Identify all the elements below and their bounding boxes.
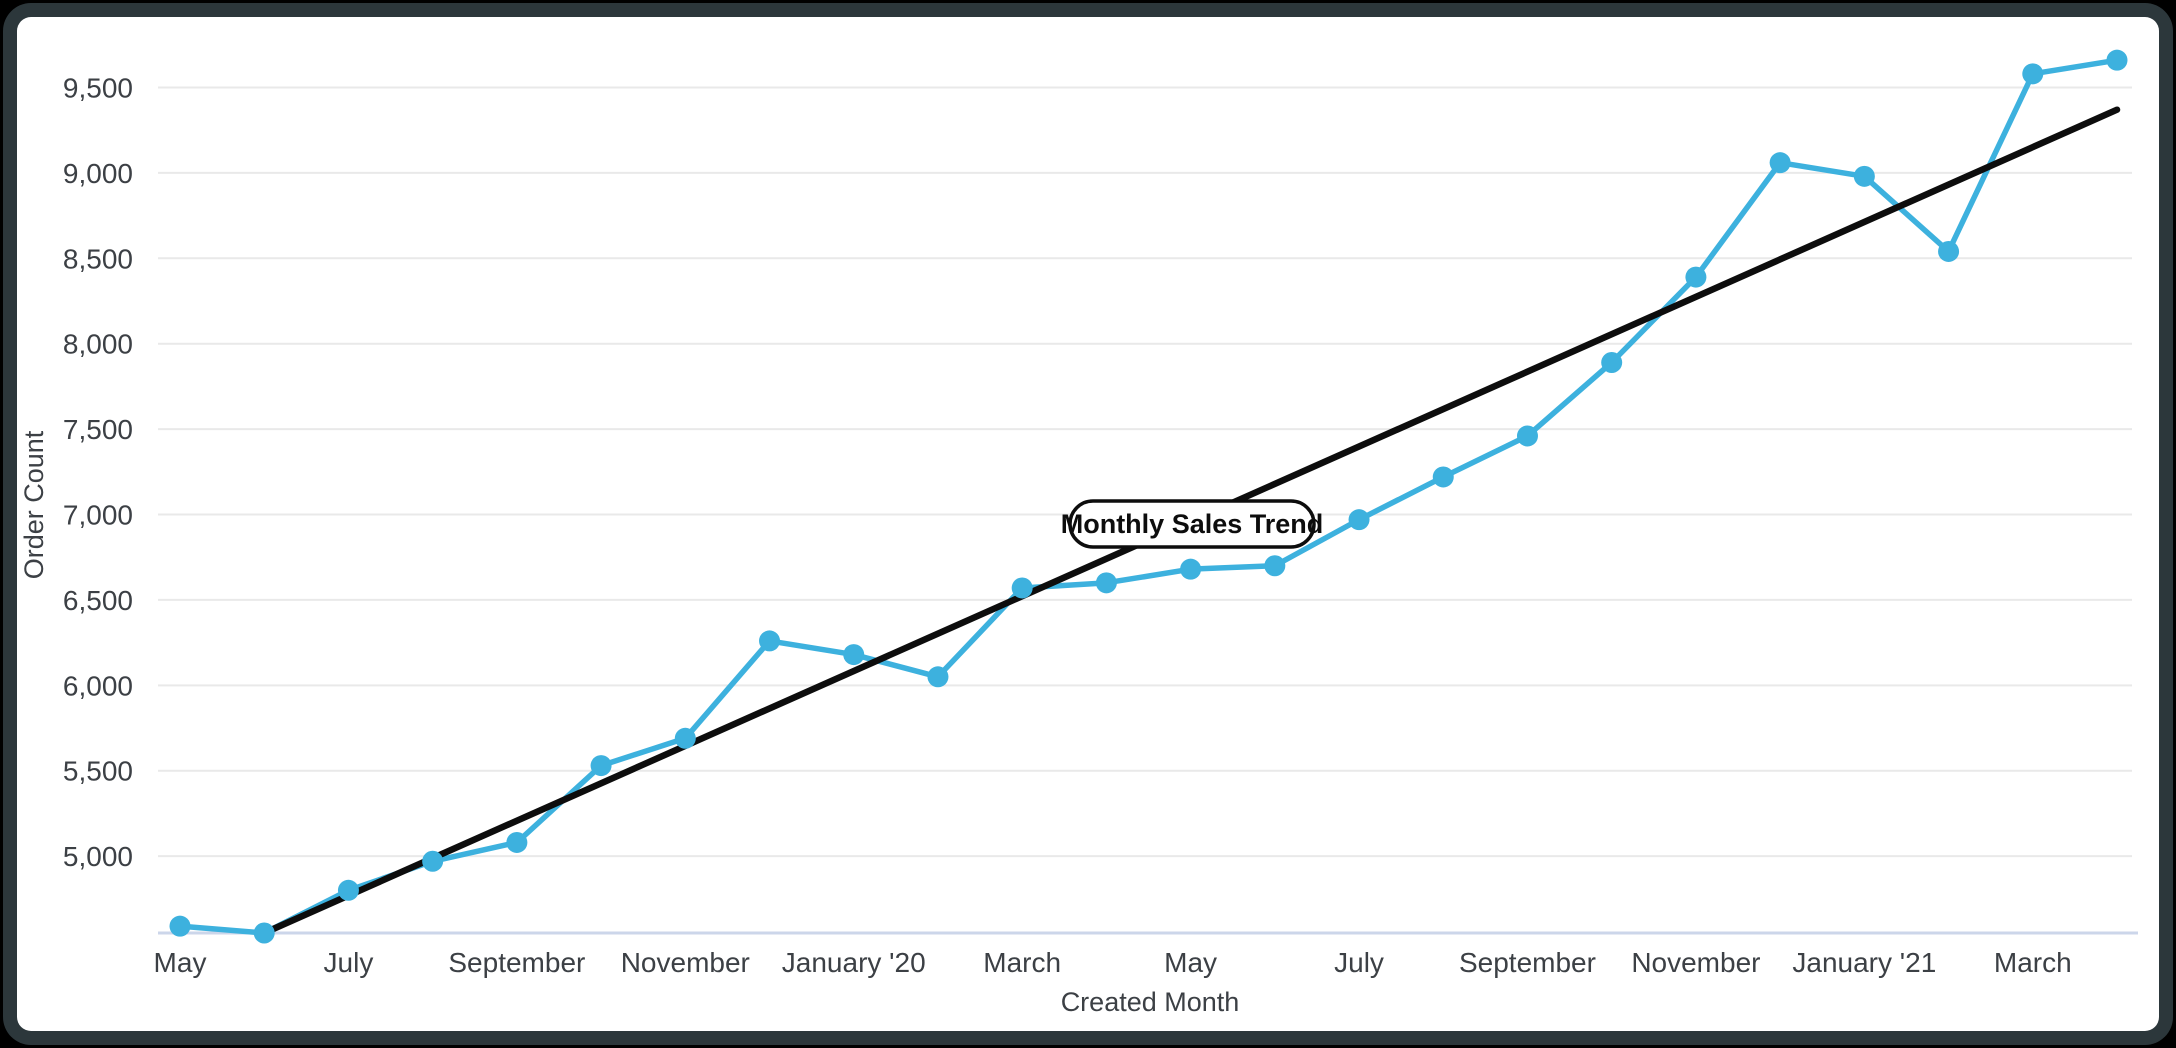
x-tick-label: November — [621, 947, 750, 978]
data-point-marker[interactable] — [1095, 572, 1117, 594]
data-point-marker[interactable] — [1938, 240, 1960, 262]
trend-annotation[interactable]: Monthly Sales Trend — [1061, 499, 1324, 549]
data-point-marker[interactable] — [337, 879, 359, 901]
trend-annotation-label: Monthly Sales Trend — [1061, 509, 1324, 539]
x-tick-label: September — [448, 947, 585, 978]
gridlines — [158, 86, 2132, 858]
y-axis-title: Order Count — [19, 430, 49, 579]
data-point-marker[interactable] — [927, 666, 949, 688]
data-point-marker[interactable] — [1011, 577, 1033, 599]
x-tick-label: May — [1164, 947, 1217, 978]
x-tick-label: July — [324, 947, 374, 978]
data-point-marker[interactable] — [1601, 352, 1623, 374]
y-tick-label: 9,000 — [63, 158, 133, 189]
data-point-marker[interactable] — [1264, 555, 1286, 577]
data-point-marker[interactable] — [1853, 165, 1875, 187]
x-tick-label: March — [983, 947, 1061, 978]
y-tick-label: 7,500 — [63, 414, 133, 445]
data-point-marker[interactable] — [1685, 266, 1707, 288]
data-point-marker[interactable] — [759, 630, 781, 652]
data-point-marker[interactable] — [843, 644, 865, 666]
x-axis-tick-labels: May July September November January '20 March… — [154, 947, 2072, 978]
y-axis-tick-labels: 5,000 5,500 6,000 6,500 7,000 7,500 8,000 8,500… — [63, 73, 133, 873]
data-point-marker[interactable] — [506, 831, 528, 853]
x-tick-label: November — [1631, 947, 1760, 978]
y-tick-label: 8,500 — [63, 243, 133, 274]
data-point-marker[interactable] — [1516, 425, 1538, 447]
trend-annotation-pill[interactable] — [1068, 499, 1316, 549]
data-point-marker[interactable] — [1769, 152, 1791, 174]
data-point-marker[interactable] — [422, 850, 444, 872]
x-tick-label: July — [1334, 947, 1384, 978]
series-markers — [169, 49, 2128, 944]
y-tick-label: 6,000 — [63, 670, 133, 701]
y-tick-label: 8,000 — [63, 329, 133, 360]
y-tick-label: 5,000 — [63, 841, 133, 872]
y-tick-label: 5,500 — [63, 756, 133, 787]
x-tick-label: September — [1459, 947, 1596, 978]
data-point-marker[interactable] — [1348, 509, 1370, 531]
y-tick-label: 9,500 — [63, 73, 133, 104]
x-tick-label: January '21 — [1792, 947, 1936, 978]
data-point-marker[interactable] — [2022, 63, 2044, 85]
data-point-marker[interactable] — [253, 922, 275, 944]
series-line — [177, 57, 2120, 936]
data-point-marker[interactable] — [1180, 558, 1202, 580]
data-point-marker[interactable] — [674, 727, 696, 749]
data-point-marker[interactable] — [169, 915, 191, 937]
x-axis-title: Created Month — [1061, 987, 1240, 1017]
x-tick-label: January '20 — [782, 947, 926, 978]
x-tick-label: March — [1994, 947, 2072, 978]
y-tick-label: 7,000 — [63, 500, 133, 531]
data-point-marker[interactable] — [2106, 49, 2128, 71]
data-point-marker[interactable] — [1432, 466, 1454, 488]
y-tick-label: 6,500 — [63, 585, 133, 616]
x-tick-label: May — [154, 947, 207, 978]
data-point-marker[interactable] — [590, 755, 612, 777]
